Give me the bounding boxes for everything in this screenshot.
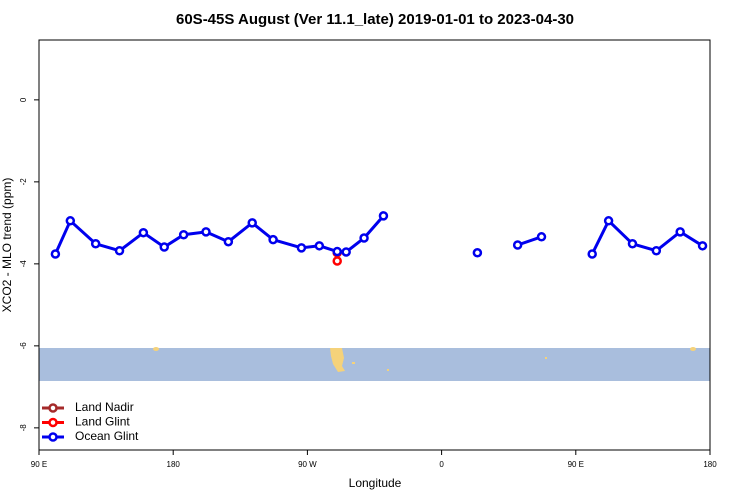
data-point [512, 240, 523, 250]
chart-title: 60S-45S August (Ver 11.1_late) 2019-01-0… [176, 11, 574, 28]
legend-marker [48, 417, 58, 428]
data-point [675, 227, 685, 237]
data-point [201, 227, 211, 237]
data-point [247, 218, 257, 228]
data-point [651, 245, 662, 256]
x-tick-label: 180 [703, 460, 717, 469]
plot-frame [38, 39, 711, 451]
data-point [536, 232, 547, 242]
y-tick-label: -2 [19, 178, 28, 186]
legend-label: Land Nadir [75, 400, 134, 414]
legend-marker [48, 432, 58, 442]
y-axis-label: XCO2 - MLO trend (ppm) [0, 178, 14, 313]
legend-label: Land Glint [75, 415, 130, 429]
x-tick-label: 90 E [31, 460, 47, 469]
x-tick-label: 0 [439, 460, 444, 469]
data-point [472, 248, 483, 258]
data-point [359, 233, 369, 243]
x-tick-label: 90 E [568, 460, 584, 469]
x-axis-label: Longitude [349, 476, 402, 490]
data-point [223, 236, 234, 247]
data-point [296, 243, 307, 253]
y-tick-label: -8 [19, 424, 28, 432]
data-point [697, 241, 708, 251]
legend-label: Ocean Glint [75, 429, 139, 443]
data-point [627, 239, 638, 249]
data-point [114, 245, 125, 256]
data-point [378, 211, 389, 221]
y-tick-label: -6 [19, 342, 28, 350]
data-point [332, 246, 342, 257]
data-point [178, 230, 189, 240]
data-point [587, 249, 597, 259]
data-point [341, 247, 351, 257]
data-point [159, 242, 170, 252]
data-point [314, 241, 325, 251]
data-point [268, 234, 278, 245]
legend-marker [48, 403, 58, 413]
data-point [138, 227, 149, 238]
y-tick-label: 0 [19, 97, 28, 102]
data-point [65, 216, 76, 226]
data-point [332, 256, 342, 266]
x-tick-label: 90 W [298, 460, 317, 469]
map-strip [39, 347, 710, 381]
x-tick-label: 180 [167, 460, 181, 469]
y-tick-label: -4 [19, 260, 28, 268]
data-point [603, 216, 614, 226]
data-point [50, 249, 61, 259]
data-point [90, 239, 101, 249]
